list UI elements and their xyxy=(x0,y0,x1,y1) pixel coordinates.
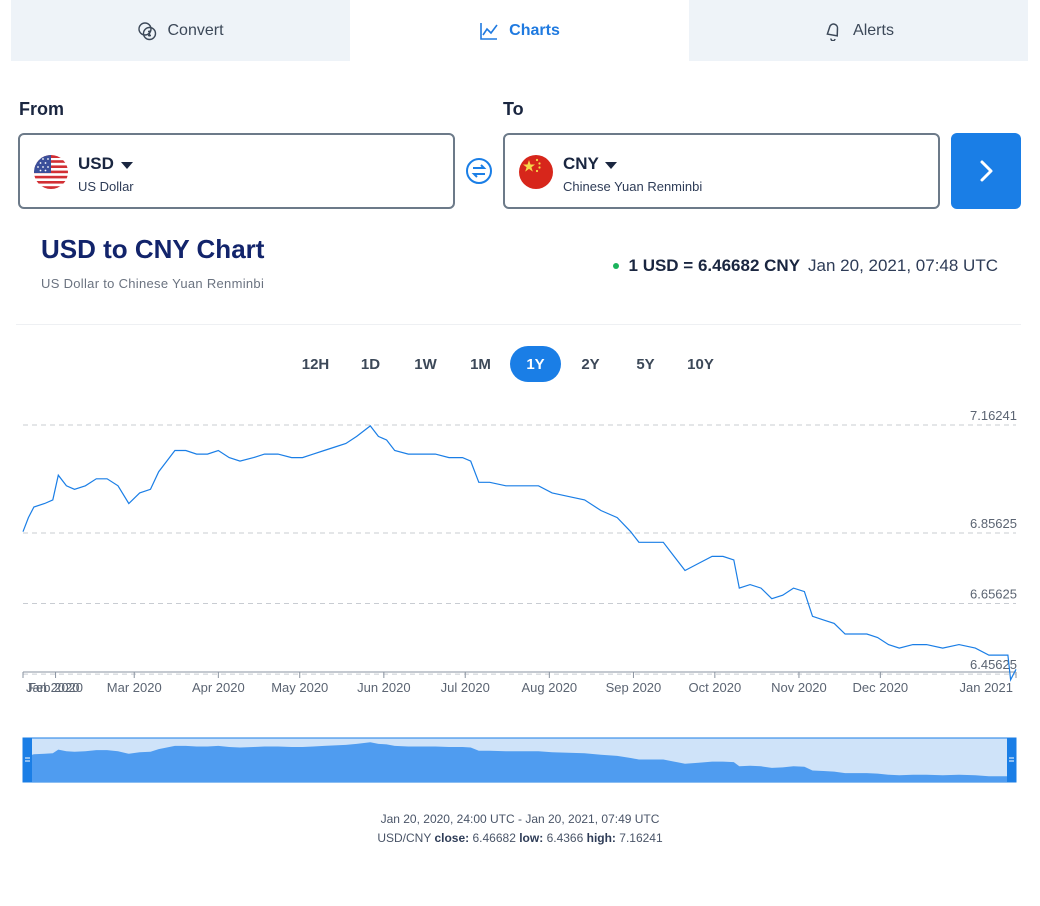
from-currency-name: US Dollar xyxy=(78,179,134,194)
period-2y[interactable]: 2Y xyxy=(581,355,600,373)
close-label: close: xyxy=(434,831,470,845)
period-1y[interactable]: 1Y xyxy=(510,346,561,382)
grip-icon xyxy=(1009,757,1014,762)
current-rate: 1 USD = 6.46682 CNY Jan 20, 2021, 07:48 … xyxy=(612,256,998,276)
tab-alerts[interactable]: Alerts xyxy=(689,0,1028,61)
divider xyxy=(16,324,1021,325)
to-currency-select[interactable]: CNY Chinese Yuan Renminbi xyxy=(503,133,940,209)
x-tick-label: Dec 2020 xyxy=(853,680,909,695)
y-tick-label: 6.45625 xyxy=(970,657,1017,672)
rate-timestamp: Jan 20, 2021, 07:48 UTC xyxy=(808,256,998,275)
low-value: 6.4366 xyxy=(546,831,584,845)
chevron-down-icon xyxy=(121,162,133,169)
series-line xyxy=(22,425,1017,682)
tab-charts-label: Charts xyxy=(509,21,560,39)
x-tick-label: Feb 2020 xyxy=(28,680,83,695)
x-tick-label: May 2020 xyxy=(271,680,328,695)
navigator-area xyxy=(23,742,1016,782)
bell-icon xyxy=(826,22,839,41)
period-5y[interactable]: 5Y xyxy=(636,355,655,373)
x-tick-label: Mar 2020 xyxy=(107,680,162,695)
swap-currencies-button[interactable] xyxy=(465,157,493,185)
to-label: To xyxy=(503,99,524,119)
y-tick-label: 7.16241 xyxy=(970,408,1017,423)
range-navigator[interactable] xyxy=(22,737,1017,783)
y-tick-label: 6.65625 xyxy=(970,587,1017,602)
rate-chart: 7.16241 6.85625 6.65625 6.45625 Jan 2020Feb… xyxy=(22,408,1017,783)
high-value: 7.16241 xyxy=(619,831,663,845)
chevron-right-icon xyxy=(980,160,993,182)
from-currency-code: USD xyxy=(78,154,114,173)
tab-convert[interactable]: Convert xyxy=(11,0,350,61)
cn-flag-icon xyxy=(519,155,553,189)
x-tick-label: Nov 2020 xyxy=(771,680,827,695)
chart-grid xyxy=(23,424,1016,675)
x-tick-label: Jul 2020 xyxy=(441,680,490,695)
grip-icon xyxy=(25,757,30,762)
coins-icon xyxy=(138,21,157,40)
to-currency-name: Chinese Yuan Renminbi xyxy=(563,179,703,194)
navigator-handle-left[interactable] xyxy=(23,738,32,782)
x-tick-label: Jan 2021 xyxy=(960,680,1014,695)
chevron-down-icon xyxy=(605,162,617,169)
high-label: high: xyxy=(586,831,616,845)
chart-stats: USD/CNY close: 6.46682 low: 6.4366 high:… xyxy=(0,831,1040,845)
chart-title: USD to CNY Chart xyxy=(41,234,265,264)
from-label: From xyxy=(19,99,64,119)
period-1w[interactable]: 1W xyxy=(414,355,437,373)
chart-range-text: Jan 20, 2020, 24:00 UTC - Jan 20, 2021, … xyxy=(380,812,660,826)
period-selector: 12H 1D 1W 1M 1Y 2Y 5Y 10Y xyxy=(290,346,726,382)
x-tick-label: Oct 2020 xyxy=(688,680,741,695)
tab-convert-label: Convert xyxy=(167,21,224,39)
from-currency-select[interactable]: USD US Dollar xyxy=(18,133,455,209)
x-tick-label: Jan 2020 xyxy=(26,680,80,695)
tab-bar: Convert Charts Alerts xyxy=(11,0,1028,61)
low-label: low: xyxy=(519,831,544,845)
us-flag-icon xyxy=(34,155,68,189)
live-status-dot xyxy=(612,263,619,269)
x-tick-label: Apr 2020 xyxy=(192,680,245,695)
view-chart-button[interactable] xyxy=(951,133,1021,209)
swap-icon xyxy=(466,158,492,184)
y-tick-label: 6.85625 xyxy=(970,516,1017,531)
rate-value: 1 USD = 6.46682 CNY xyxy=(628,256,801,275)
period-1d[interactable]: 1D xyxy=(360,355,381,373)
navigator-handle-right[interactable] xyxy=(1007,738,1016,782)
x-tick-label: Aug 2020 xyxy=(522,680,578,695)
to-currency-code: CNY xyxy=(563,154,599,173)
y-axis-labels: 7.16241 6.85625 6.65625 6.45625 xyxy=(970,408,1017,672)
tab-alerts-label: Alerts xyxy=(853,21,894,39)
pair-label: USD/CNY xyxy=(377,831,432,845)
x-tick-label: Sep 2020 xyxy=(606,680,662,695)
period-12h[interactable]: 12H xyxy=(301,355,330,373)
line-chart-icon xyxy=(480,22,498,40)
chart-subtitle: US Dollar to Chinese Yuan Renminbi xyxy=(41,276,265,291)
x-tick-label: Jun 2020 xyxy=(357,680,411,695)
tab-charts[interactable]: Charts xyxy=(350,0,689,61)
period-10y[interactable]: 10Y xyxy=(687,355,714,373)
close-value: 6.46682 xyxy=(472,831,516,845)
period-1m[interactable]: 1M xyxy=(470,355,491,373)
